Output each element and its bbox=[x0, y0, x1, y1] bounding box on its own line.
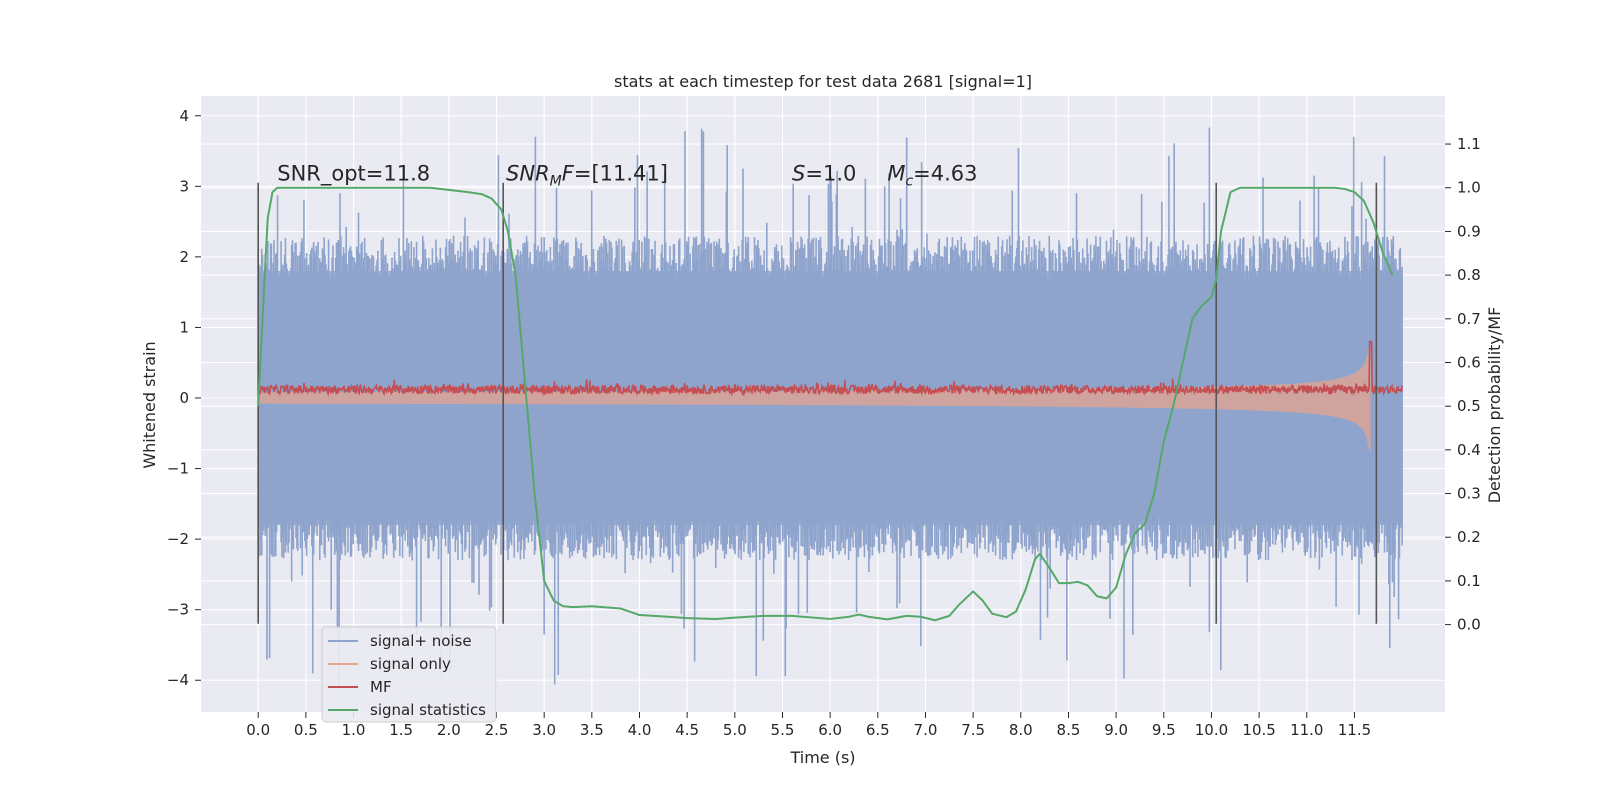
x-tick-label: 9.0 bbox=[1104, 721, 1128, 739]
y-axis-label-left: Whitened strain bbox=[140, 341, 159, 468]
y-tick-label-left: −4 bbox=[167, 671, 189, 689]
legend-entry: signal only bbox=[370, 655, 451, 673]
legend-entry: MF bbox=[370, 678, 392, 696]
y-axis-label-right: Detection probability/MF bbox=[1485, 307, 1504, 504]
annotations: SNR_opt=11.8 SNRMF=[11.41] S=1.0 Mc=4.63 bbox=[277, 162, 977, 190]
y-tick-label-right: 0.9 bbox=[1457, 222, 1481, 240]
plot-series bbox=[257, 127, 1403, 685]
y-tick-label-left: 1 bbox=[179, 318, 189, 336]
x-tick-label: 10.5 bbox=[1242, 721, 1275, 739]
x-tick-label: 7.5 bbox=[961, 721, 985, 739]
x-axis-label: Time (s) bbox=[789, 748, 855, 767]
y-tick-label-left: 3 bbox=[179, 177, 189, 195]
y-tick-label-right: 1.0 bbox=[1457, 179, 1481, 197]
x-tick-label: 4.5 bbox=[675, 721, 699, 739]
x-tick-label: 11.0 bbox=[1290, 721, 1323, 739]
x-tick-label: 5.5 bbox=[771, 721, 795, 739]
y-tick-label-right: 0.0 bbox=[1457, 616, 1481, 634]
annotation-text: Mc=4.63 bbox=[887, 162, 977, 190]
x-tick-label: 6.0 bbox=[818, 721, 842, 739]
annotation-text: S=1.0 bbox=[792, 162, 856, 186]
y-tick-label-right: 0.5 bbox=[1457, 397, 1481, 415]
y-tick-label-right: 0.2 bbox=[1457, 528, 1481, 546]
x-tick-label: 5.0 bbox=[723, 721, 747, 739]
x-tick-label: 0.5 bbox=[294, 721, 318, 739]
y-tick-label-left: −2 bbox=[167, 530, 189, 548]
y-tick-label-right: 0.3 bbox=[1457, 485, 1481, 503]
x-tick-label: 11.5 bbox=[1338, 721, 1371, 739]
legend-entry: signal statistics bbox=[370, 701, 486, 719]
series-mf bbox=[257, 340, 1403, 397]
x-tick-label: 7.0 bbox=[914, 721, 938, 739]
x-tick-label: 8.0 bbox=[1009, 721, 1033, 739]
x-tick-label: 1.0 bbox=[342, 721, 366, 739]
annotation-text: SNRMF=[11.41] bbox=[506, 162, 668, 190]
x-tick-label: 3.5 bbox=[580, 721, 604, 739]
x-tick-label: 10.0 bbox=[1195, 721, 1228, 739]
x-tick-label: 0.0 bbox=[246, 721, 270, 739]
legend: signal+ noise signal only MF signal statist… bbox=[321, 626, 497, 723]
x-tick-label: 8.5 bbox=[1057, 721, 1081, 739]
legend-box bbox=[321, 626, 497, 723]
y-tick-label-right: 1.1 bbox=[1457, 135, 1481, 153]
series-signal-only bbox=[258, 345, 1371, 451]
annotation-text: SNR_opt=11.8 bbox=[277, 162, 430, 187]
x-tick-label: 9.5 bbox=[1152, 721, 1176, 739]
x-tick-label: 4.0 bbox=[628, 721, 652, 739]
chart-title: stats at each timestep for test data 268… bbox=[614, 72, 1032, 91]
tick-labels: 0.0 0.5 1.0 1.5 2.0 2.5 3.0 3.5 4.0 4.5 5.0 5.5 6.0 6… bbox=[167, 107, 1481, 739]
y-tick-label-right: 0.7 bbox=[1457, 310, 1481, 328]
y-tick-label-left: −1 bbox=[167, 460, 189, 478]
x-tick-label: 2.0 bbox=[437, 721, 461, 739]
y-tick-label-right: 0.8 bbox=[1457, 266, 1481, 284]
y-tick-label-left: 2 bbox=[179, 248, 189, 266]
x-tick-label: 1.5 bbox=[389, 721, 413, 739]
x-tick-label: 2.5 bbox=[485, 721, 509, 739]
legend-entry: signal+ noise bbox=[370, 632, 472, 650]
y-tick-label-right: 0.6 bbox=[1457, 353, 1481, 371]
y-tick-label-left: −3 bbox=[167, 601, 189, 619]
y-tick-label-right: 0.1 bbox=[1457, 572, 1481, 590]
series-signal-statistics bbox=[257, 186, 1394, 622]
y-tick-label-left: 4 bbox=[179, 107, 189, 125]
y-tick-label-left: 0 bbox=[179, 389, 189, 407]
y-tick-label-right: 0.4 bbox=[1457, 441, 1481, 459]
x-tick-label: 3.0 bbox=[532, 721, 556, 739]
x-tick-label: 6.5 bbox=[866, 721, 890, 739]
